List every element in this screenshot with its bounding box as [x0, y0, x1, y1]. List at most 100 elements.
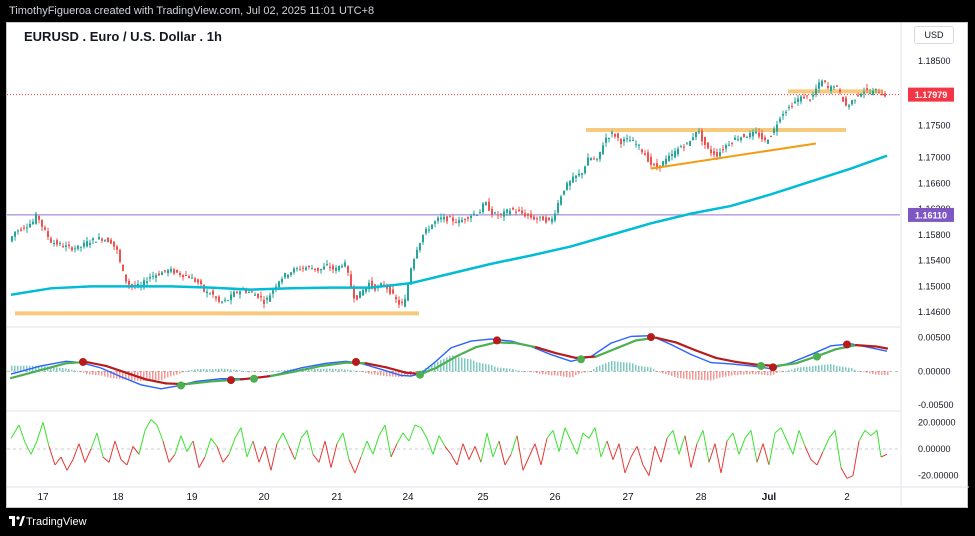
- macd-histogram-bar: [629, 362, 631, 372]
- macd-histogram-bar: [587, 371, 589, 373]
- candle-body: [338, 265, 340, 271]
- macd-histogram-bar: [821, 365, 823, 372]
- macd-histogram-bar: [701, 371, 703, 381]
- oscillator-segment: [870, 429, 878, 437]
- candle-body: [539, 216, 541, 218]
- oscillator-segment: [690, 443, 698, 468]
- signal-line-segment: [854, 344, 878, 348]
- candle-body: [368, 282, 370, 290]
- macd-histogram-bar: [356, 370, 358, 372]
- tradingview-logo-icon[interactable]: [9, 516, 25, 527]
- macd-histogram-bar: [752, 371, 754, 375]
- candle-body: [506, 209, 508, 213]
- signal-line-segment: [594, 347, 618, 358]
- level-price-label: 1.16110: [915, 210, 947, 220]
- candle-body: [224, 299, 226, 301]
- oscillator-segment: [426, 438, 434, 455]
- macd-histogram-bar: [569, 371, 571, 378]
- macd-histogram-bar: [182, 371, 184, 373]
- candle-body: [146, 281, 148, 284]
- macd-histogram-bar: [149, 371, 151, 381]
- macd-histogram-bar: [830, 364, 832, 372]
- macd-histogram-bar: [140, 371, 142, 382]
- macd-histogram-bar: [464, 358, 466, 372]
- macd-histogram-bar: [308, 368, 310, 372]
- macd-histogram-bar: [584, 371, 586, 373]
- macd-histogram-bar: [485, 363, 487, 372]
- candle-body: [728, 144, 730, 146]
- macd-histogram-bar: [482, 363, 484, 372]
- symbol-title[interactable]: EURUSD . Euro / U.S. Dollar . 1h: [24, 29, 222, 44]
- candle-body: [215, 296, 217, 299]
- price-tick-label: 1.14600: [918, 307, 951, 317]
- oscillator-segment: [816, 451, 824, 466]
- oscillator-segment: [330, 443, 338, 468]
- candle-body: [755, 131, 757, 134]
- macd-histogram-bar: [452, 355, 454, 372]
- macd-histogram-bar: [593, 369, 595, 372]
- oscillator-segment: [880, 453, 888, 458]
- footer-brand[interactable]: TradingView: [26, 516, 87, 528]
- candle-body: [119, 249, 121, 262]
- candle-body: [449, 216, 451, 218]
- currency-button[interactable]: USD: [914, 26, 954, 44]
- macd-histogram-bar: [56, 367, 58, 372]
- candle-body: [611, 132, 613, 134]
- candle-body: [440, 217, 442, 220]
- macd-histogram-bar: [254, 371, 256, 373]
- candle-body: [830, 86, 832, 91]
- oscillator-segment: [78, 443, 86, 463]
- macd-histogram-bar: [572, 371, 574, 378]
- macd-histogram-bar: [794, 368, 796, 372]
- candle-body: [98, 236, 100, 240]
- chart-frame[interactable]: 1.185001.175001.170001.166001.162001.158…: [6, 22, 969, 509]
- macd-histogram-bar: [638, 365, 640, 372]
- candle-body: [359, 291, 361, 299]
- candle-body: [632, 139, 634, 141]
- candle-body: [185, 275, 187, 277]
- macd-histogram-bar: [68, 368, 70, 372]
- oscillator-segment: [168, 454, 176, 463]
- macd-histogram-bar: [503, 368, 505, 372]
- oscillator-segment: [774, 427, 782, 434]
- macd-histogram-bar: [80, 371, 82, 373]
- candle-body: [713, 151, 715, 155]
- oscillator-segment: [138, 430, 146, 455]
- macd-histogram-bar: [857, 371, 859, 372]
- time-tick-label: 20: [258, 492, 270, 503]
- candle-body: [314, 268, 316, 271]
- macd-histogram-bar: [731, 371, 733, 376]
- oscillator-segment: [360, 440, 368, 458]
- oscillator-segment: [624, 456, 632, 474]
- macd-histogram-bar: [41, 365, 43, 372]
- candle-body: [407, 284, 409, 301]
- macd-histogram-bar: [677, 371, 679, 378]
- macd-histogram-bar: [776, 371, 778, 373]
- candle-body: [74, 248, 76, 250]
- price-tick-label: 1.16600: [918, 178, 951, 188]
- candle-body: [581, 173, 583, 175]
- oscillator-segment: [222, 454, 230, 463]
- oscillator-segment: [852, 440, 860, 476]
- candle-body: [341, 265, 343, 268]
- candle-body: [248, 291, 250, 293]
- macd-histogram-bar: [461, 357, 463, 372]
- macd-histogram-bar: [86, 371, 88, 375]
- macd-histogram-bar: [779, 371, 781, 373]
- candle-body: [827, 85, 829, 88]
- candle-body: [209, 293, 211, 295]
- chart-canvas[interactable]: 1.185001.175001.170001.166001.162001.158…: [7, 23, 969, 509]
- candle-body: [35, 213, 37, 224]
- candle-body: [566, 183, 568, 190]
- macd-histogram-bar: [533, 371, 535, 373]
- candle-body: [446, 216, 448, 222]
- oscillator-segment: [144, 419, 152, 431]
- oscillator-segment: [396, 432, 404, 444]
- candle-body: [95, 241, 97, 243]
- macd-histogram-bar: [239, 370, 241, 372]
- candle-body: [77, 245, 79, 249]
- macd-histogram-bar: [251, 371, 253, 373]
- candle-body: [461, 219, 463, 223]
- macd-histogram-bar: [281, 370, 283, 372]
- candle-body: [416, 249, 418, 259]
